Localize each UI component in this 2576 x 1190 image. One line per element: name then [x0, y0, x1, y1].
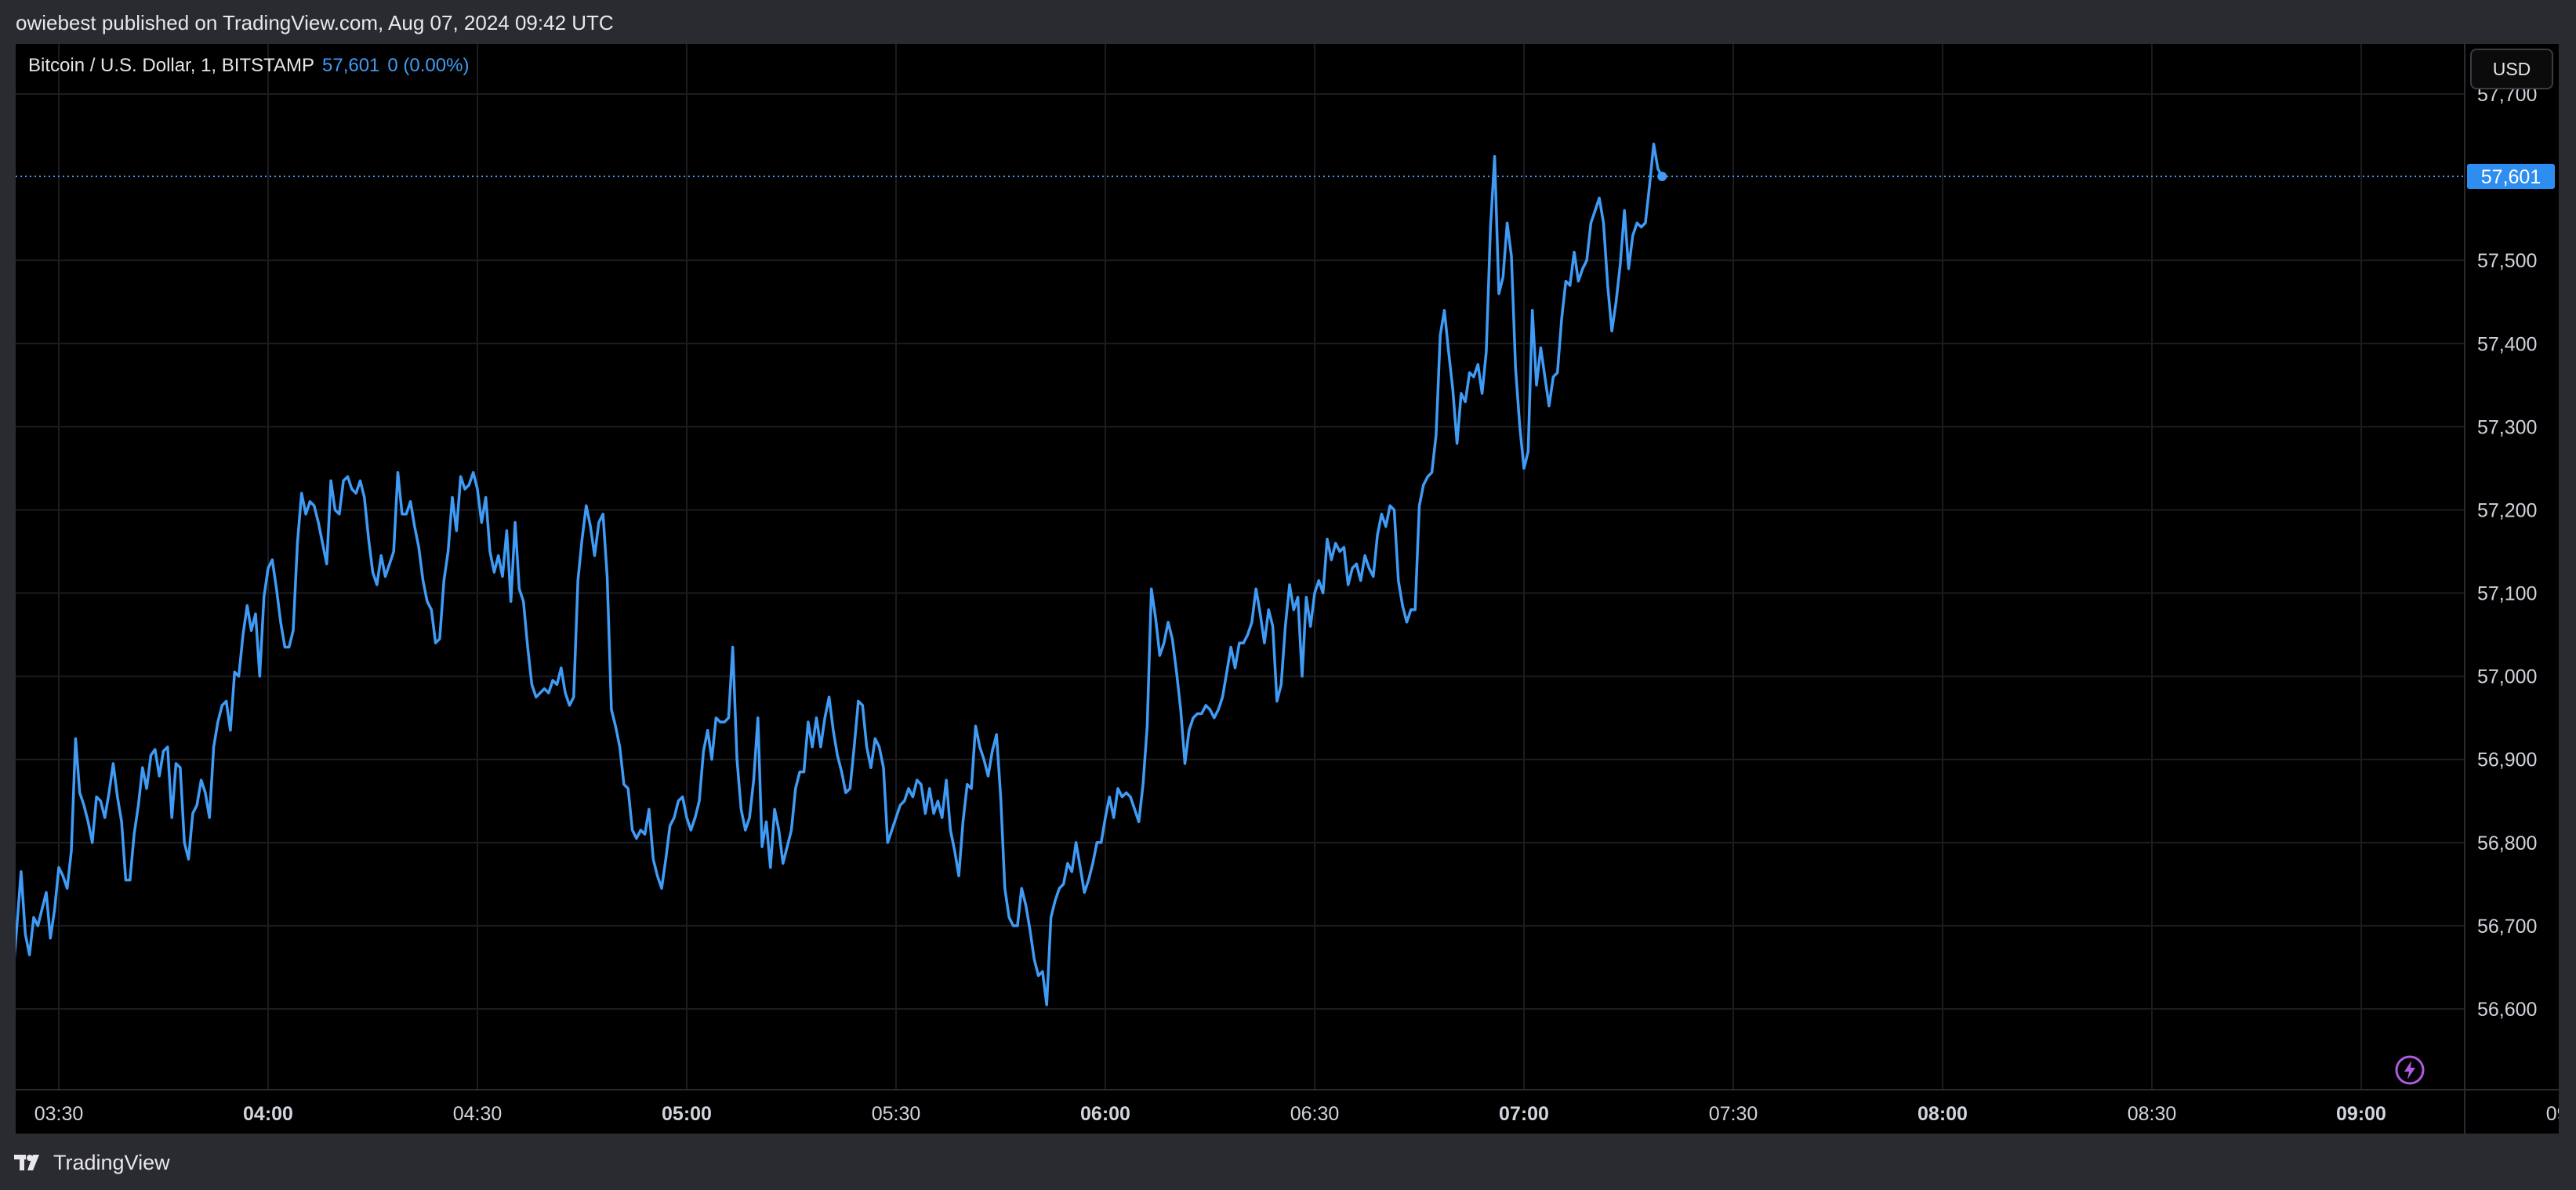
publish-header: owiebest published on TradingView.com, A…	[0, 0, 2576, 44]
price-badge: 57,601	[2467, 164, 2555, 190]
y-tick-label: 56,800	[2477, 833, 2537, 854]
x-tick-label: 03:30	[34, 1103, 84, 1125]
x-tick-label: 06:30	[1290, 1103, 1340, 1125]
tradingview-logo-icon	[14, 1154, 39, 1170]
x-tick-label: 05:00	[662, 1103, 712, 1125]
tradingview-logo[interactable]: TradingView	[14, 1151, 170, 1175]
x-tick-label: 09:00	[2336, 1103, 2386, 1125]
symbol-legend: Bitcoin / U.S. Dollar, 1, BITSTAMP 57,60…	[28, 55, 469, 77]
price-badge-bg	[2467, 164, 2555, 190]
x-tick-label: 06:00	[1080, 1103, 1130, 1125]
price-chart[interactable]: 57,70057,50057,40057,30057,20057,10057,0…	[16, 44, 2559, 1134]
x-tick-label: 08:30	[2128, 1103, 2177, 1125]
price-badge-label: 57,601	[2481, 166, 2541, 188]
y-tick-label: 56,900	[2477, 749, 2537, 771]
legend-symbol: Bitcoin / U.S. Dollar, 1, BITSTAMP	[28, 55, 314, 76]
x-tick-label: 04:30	[453, 1103, 503, 1125]
footer-bar: TradingView	[0, 1134, 2576, 1190]
y-tick-label: 57,500	[2477, 250, 2537, 272]
x-tick-label: 08:00	[1917, 1103, 1968, 1125]
y-tick-label: 57,300	[2477, 416, 2537, 438]
legend-change: 0 (0.00%)	[387, 55, 470, 76]
last-price-dot	[1657, 172, 1667, 182]
price-axis[interactable]: 57,70057,50057,40057,30057,20057,10057,0…	[2477, 84, 2537, 1021]
x-tick-label: 07:30	[1709, 1103, 1758, 1125]
x-tick-label: 07:00	[1499, 1103, 1549, 1125]
y-tick-label: 57,200	[2477, 499, 2537, 521]
time-axis[interactable]: 03:30 04:00 04:30 05:00 05:30 06:00 06:30 07:00…	[34, 1103, 2559, 1125]
y-tick-label: 56,600	[2477, 999, 2537, 1021]
x-tick-label: 04:00	[243, 1103, 293, 1125]
legend-last-price: 57,601	[322, 55, 380, 76]
x-tick-label: 05:30	[872, 1103, 921, 1125]
chart-panel[interactable]: 57,700 57,500 57,400 57,300 57,200 57,100 57,0…	[16, 44, 2559, 1134]
price-series-line[interactable]	[16, 142, 1664, 1007]
grid-lines	[16, 44, 2465, 1090]
lightning-bolt-icon[interactable]	[2394, 1054, 2425, 1086]
footer-brand: TradingView	[53, 1151, 170, 1174]
y-tick-label: 57,100	[2477, 583, 2537, 605]
y-tick-label: 57,000	[2477, 666, 2537, 688]
y-tick-label: 57,400	[2477, 333, 2537, 355]
currency-button[interactable]: USD	[2470, 49, 2553, 89]
y-tick-label: 56,700	[2477, 916, 2537, 938]
x-tick-label: 09:30	[2546, 1103, 2559, 1125]
publish-info: owiebest published on TradingView.com, A…	[16, 11, 614, 34]
